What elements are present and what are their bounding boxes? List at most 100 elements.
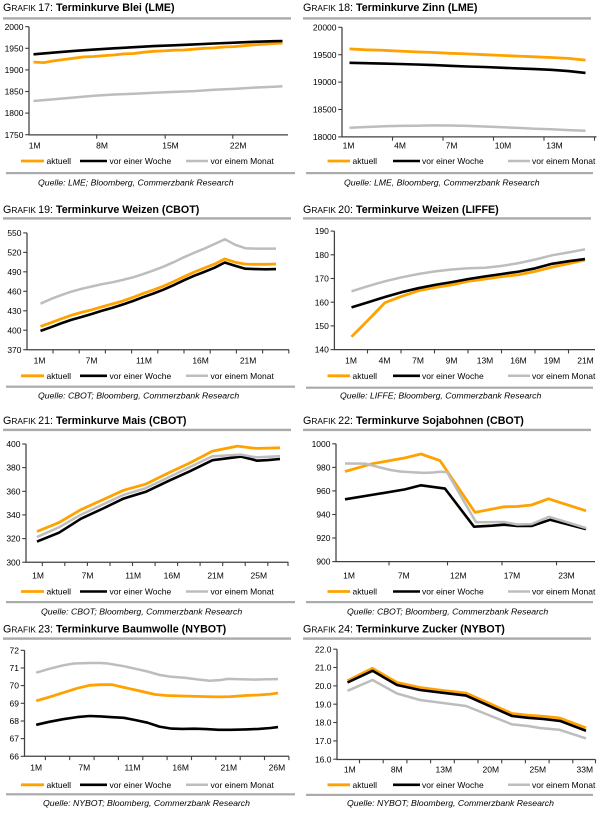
svg-text:1M: 1M (34, 355, 46, 365)
svg-text:140: 140 (315, 345, 329, 355)
svg-text:GRAFIK 19: Terminkurve Weizen: GRAFIK 19: Terminkurve Weizen (CBOT) (3, 204, 200, 216)
svg-text:1M: 1M (30, 763, 42, 773)
svg-text:vor einem Monat: vor einem Monat (532, 780, 596, 790)
svg-text:19000: 19000 (313, 77, 337, 87)
svg-text:vor einer Woche: vor einer Woche (110, 156, 172, 166)
svg-text:360: 360 (6, 486, 20, 496)
svg-text:13M: 13M (436, 764, 453, 774)
svg-text:Quelle: LME, Bloomberg, Commer: Quelle: LME, Bloomberg, Commerzbank Rese… (344, 178, 540, 188)
svg-text:160: 160 (315, 297, 329, 307)
svg-text:13M: 13M (546, 141, 563, 151)
svg-text:340: 340 (6, 510, 20, 520)
svg-text:66: 66 (10, 751, 20, 761)
svg-text:920: 920 (316, 533, 330, 543)
svg-text:vor einem Monat: vor einem Monat (211, 780, 275, 790)
svg-text:22.0: 22.0 (315, 644, 332, 654)
svg-text:320: 320 (6, 534, 20, 544)
svg-text:900: 900 (316, 557, 330, 567)
svg-text:1M: 1M (344, 764, 356, 774)
svg-text:vor einem Monat: vor einem Monat (532, 371, 596, 381)
svg-text:vor einer Woche: vor einer Woche (422, 780, 484, 790)
svg-text:960: 960 (316, 486, 330, 496)
svg-text:7M: 7M (82, 571, 94, 581)
svg-text:16M: 16M (172, 763, 189, 773)
svg-text:18.0: 18.0 (315, 718, 332, 728)
svg-text:430: 430 (7, 306, 21, 316)
svg-text:21M: 21M (577, 355, 594, 365)
svg-text:7M: 7M (446, 141, 458, 151)
svg-text:16M: 16M (192, 355, 209, 365)
svg-text:520: 520 (7, 248, 21, 258)
svg-text:9M: 9M (446, 355, 458, 365)
svg-text:1950: 1950 (5, 43, 24, 53)
svg-text:aktuell: aktuell (353, 780, 378, 790)
svg-text:550: 550 (7, 228, 21, 238)
svg-text:7M: 7M (78, 763, 90, 773)
svg-text:aktuell: aktuell (47, 780, 72, 790)
svg-text:7M: 7M (86, 355, 98, 365)
svg-text:vor einem Monat: vor einem Monat (211, 371, 275, 381)
svg-text:GRAFIK 23: Terminkurve Baumwol: GRAFIK 23: Terminkurve Baumwolle (NYBOT) (3, 623, 227, 635)
svg-text:23M: 23M (558, 571, 575, 581)
svg-text:vor einer Woche: vor einer Woche (110, 371, 172, 381)
svg-text:Quelle: LIFFE; Bloomberg, Comm: Quelle: LIFFE; Bloomberg, Commerzbank Re… (340, 391, 542, 401)
svg-text:980: 980 (316, 463, 330, 473)
svg-text:7M: 7M (398, 571, 410, 581)
svg-text:72: 72 (10, 645, 20, 655)
svg-text:1000: 1000 (312, 439, 331, 449)
svg-text:vor einem Monat: vor einem Monat (532, 156, 596, 166)
svg-text:11M: 11M (125, 571, 141, 581)
svg-text:1M: 1M (32, 571, 44, 581)
svg-text:7M: 7M (412, 355, 424, 365)
svg-text:1M: 1M (29, 141, 41, 151)
svg-text:20.0: 20.0 (315, 681, 332, 691)
svg-text:GRAFIK 21: Terminkurve Mais (C: GRAFIK 21: Terminkurve Mais (CBOT) (3, 415, 187, 427)
svg-text:21M: 21M (207, 571, 224, 581)
svg-text:vor einer Woche: vor einer Woche (422, 371, 484, 381)
svg-text:Quelle: NYBOT; Bloomberg, Comm: Quelle: NYBOT; Bloomberg, Commerzbank Re… (347, 798, 554, 808)
svg-text:68: 68 (10, 716, 20, 726)
svg-text:190: 190 (315, 226, 329, 236)
svg-text:460: 460 (7, 286, 21, 296)
svg-text:Quelle: CBOT; Bloomberg, Comme: Quelle: CBOT; Bloomberg, Commerzbank Res… (41, 607, 242, 617)
svg-text:170: 170 (315, 274, 329, 284)
svg-text:1900: 1900 (5, 65, 24, 75)
svg-text:GRAFIK 22: Terminkurve Sojaboh: GRAFIK 22: Terminkurve Sojabohnen (CBOT) (303, 415, 524, 427)
svg-text:20M: 20M (483, 764, 500, 774)
svg-text:22M: 22M (230, 141, 247, 151)
svg-text:4M: 4M (379, 355, 391, 365)
svg-text:aktuell: aktuell (353, 587, 378, 597)
svg-text:vor einer Woche: vor einer Woche (422, 156, 484, 166)
svg-text:19M: 19M (544, 355, 561, 365)
svg-text:Quelle: NYBOT; Bloomberg, Comm: Quelle: NYBOT; Bloomberg, Commerzbank Re… (43, 798, 250, 808)
svg-text:17M: 17M (504, 571, 521, 581)
svg-text:71: 71 (10, 663, 20, 673)
svg-text:16M: 16M (164, 571, 181, 581)
svg-text:Quelle: LME; Bloomberg, Commer: Quelle: LME; Bloomberg, Commerzbank Rese… (38, 178, 234, 188)
svg-text:380: 380 (6, 463, 20, 473)
svg-text:GRAFIK 18: Terminkurve Zinn (L: GRAFIK 18: Terminkurve Zinn (LME) (303, 2, 478, 14)
svg-text:13M: 13M (477, 355, 494, 365)
svg-text:150: 150 (315, 321, 329, 331)
svg-text:2000: 2000 (5, 22, 24, 32)
svg-text:1M: 1M (343, 141, 355, 151)
svg-text:1800: 1800 (5, 108, 24, 118)
svg-text:33M: 33M (577, 764, 594, 774)
svg-text:16M: 16M (510, 355, 527, 365)
svg-text:67: 67 (10, 734, 20, 744)
svg-text:1850: 1850 (5, 87, 24, 97)
svg-text:1M: 1M (343, 571, 355, 581)
svg-text:aktuell: aktuell (47, 156, 72, 166)
svg-text:25M: 25M (251, 571, 268, 581)
svg-text:17.0: 17.0 (315, 736, 332, 746)
svg-text:21M: 21M (240, 355, 257, 365)
svg-text:940: 940 (316, 510, 330, 520)
svg-text:400: 400 (6, 439, 20, 449)
svg-text:490: 490 (7, 267, 21, 277)
svg-text:26M: 26M (269, 763, 286, 773)
svg-text:70: 70 (10, 681, 20, 691)
svg-text:18000: 18000 (313, 132, 337, 142)
svg-text:370: 370 (7, 345, 21, 355)
svg-text:1750: 1750 (5, 130, 24, 140)
svg-text:20000: 20000 (313, 22, 337, 32)
